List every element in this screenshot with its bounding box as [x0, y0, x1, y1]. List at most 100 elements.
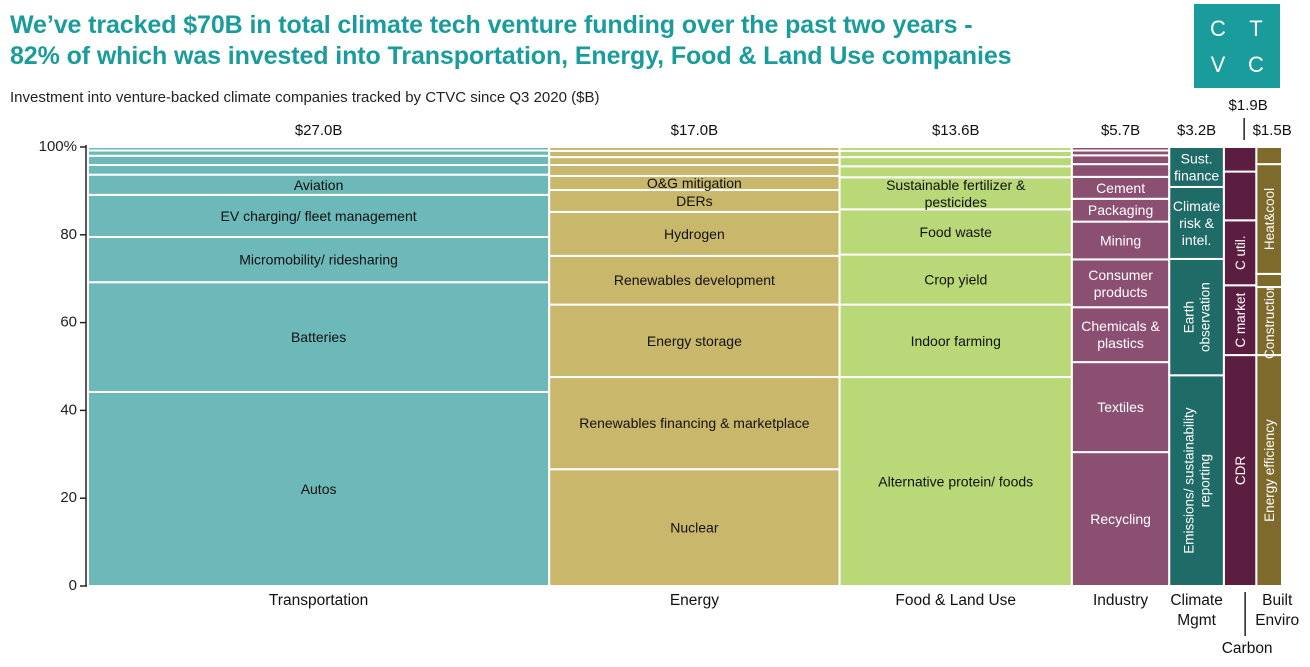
y-tick-label: 0	[69, 577, 77, 594]
mekko-segment	[548, 376, 841, 471]
segment-label: EV charging/ fleet management	[221, 208, 417, 224]
mekko-segment	[548, 156, 841, 166]
segment-label: Heat&cool	[1262, 188, 1277, 250]
logo-letter-c2: C	[1248, 52, 1264, 77]
mekko-segment	[87, 163, 551, 176]
mekko-segment	[838, 303, 1073, 379]
segment-label: O&G mitigation	[647, 175, 742, 191]
mekko-segment	[838, 156, 1073, 168]
y-tick-label: 100%	[39, 138, 77, 155]
mekko-segment	[1255, 163, 1284, 275]
title-line-1: We’ve tracked $70B in total climate tech…	[10, 11, 973, 39]
mekko-segment	[838, 376, 1073, 588]
y-tick-label: 40	[60, 401, 77, 418]
mekko-segment	[1070, 146, 1171, 152]
mekko-segment	[1070, 220, 1171, 261]
mekko-segment	[1070, 154, 1171, 166]
ctvc-logo: C T V C	[1194, 4, 1280, 88]
mekko-segment	[1255, 286, 1284, 357]
mekko-segment	[548, 303, 841, 379]
mekko-segment	[1222, 284, 1258, 357]
mekko-segment	[1255, 146, 1284, 166]
segment-label: Emissions/ sustainabilityreporting	[1182, 407, 1213, 554]
column-total-label: $13.6B	[932, 122, 980, 139]
mekko-segment	[548, 468, 841, 588]
mekko-segment	[1255, 272, 1284, 289]
category-label: Transportation	[269, 592, 368, 609]
mekko-segment	[1222, 170, 1258, 222]
segment-label: Consumer products	[1088, 267, 1153, 300]
mekko-segment	[1070, 451, 1171, 588]
segment-label: Sustainable fertilizer & pesticides	[886, 177, 1026, 210]
segment-label: C market	[1233, 293, 1248, 348]
column-total-label: $27.0B	[295, 122, 343, 139]
segment-label: Renewables financing & marketplace	[579, 415, 810, 431]
category-label: Built	[1262, 592, 1293, 609]
mekko-segment	[1255, 354, 1284, 587]
chart-subtitle: Investment into venture-backed climate c…	[10, 89, 600, 106]
segment-label: Crop yield	[924, 272, 987, 288]
segment-label: Mining	[1100, 233, 1141, 249]
mekko-segment	[1168, 257, 1225, 377]
segment-label: C util.	[1233, 236, 1248, 271]
segment-label: Energy storage	[647, 333, 742, 349]
y-tick-label: 80	[60, 226, 77, 243]
segment-label: Recycling	[1090, 511, 1151, 527]
mekko-segment	[87, 146, 551, 152]
segment-label: Renewables development	[614, 272, 775, 288]
segment-label: Batteries	[291, 329, 346, 345]
category-label: Food & Land Use	[895, 592, 1016, 609]
mekko-segment	[548, 163, 841, 177]
segment-label: Alternative protein/ foods	[878, 474, 1033, 490]
category-label: Enviro	[1255, 612, 1299, 629]
segment-label: CDR	[1233, 456, 1248, 485]
mekko-segment	[548, 146, 841, 152]
mekko-segment	[1222, 219, 1258, 287]
page-title: We’ve tracked $70B in total climate tech…	[10, 10, 1012, 72]
segment-label: Indoor farming	[911, 333, 1001, 349]
segment-label: Earthobservation	[1182, 282, 1213, 352]
category-label: Climate	[1170, 592, 1223, 609]
column-total-label: $3.2B	[1177, 122, 1216, 139]
y-tick-label: 20	[60, 489, 77, 506]
segment-label: Autos	[301, 481, 337, 497]
title-line-2: 82% of which was invested into Transport…	[10, 42, 1012, 70]
segment-label: Energy efficiency	[1262, 419, 1277, 522]
category-label: Industry	[1093, 592, 1148, 609]
segment-label: DERs	[676, 193, 713, 209]
segment-label: Aviation	[294, 177, 344, 193]
segment-label: Sust. finance	[1174, 150, 1219, 183]
mekko-segment	[1070, 306, 1171, 364]
mekko-segment	[1168, 146, 1225, 188]
logo-letter-v: V	[1210, 52, 1226, 77]
mekko-segment	[87, 154, 551, 166]
column-total-label: $17.0B	[671, 122, 719, 139]
category-label: Mgmt	[1177, 612, 1216, 629]
mekko-segment	[838, 165, 1073, 179]
segment-label: Textiles	[1097, 399, 1144, 415]
column-total-label: $5.7B	[1101, 122, 1140, 139]
mekko-segment	[87, 193, 551, 238]
segment-label: Micromobility/ ridesharing	[239, 252, 398, 268]
segment-label: Nuclear	[670, 520, 719, 536]
mekko-segment	[1070, 163, 1171, 178]
mekko-segment	[838, 176, 1073, 211]
logo-letter-c1: C	[1210, 16, 1226, 41]
segment-label: Climate risk & intel.	[1173, 198, 1221, 248]
column-total-label: $1.5B	[1253, 122, 1292, 139]
category-label: Carbon	[1222, 640, 1273, 657]
column-total-label: $1.9B	[1229, 97, 1268, 114]
segment-label: Packaging	[1088, 202, 1153, 218]
mekko-segment	[1070, 361, 1171, 454]
y-tick-label: 60	[60, 314, 77, 331]
segment-label: Hydrogen	[664, 226, 725, 242]
category-label: Energy	[670, 592, 719, 609]
segment-label: Cement	[1096, 180, 1145, 196]
mekko-segment	[838, 146, 1073, 152]
mekko-segment	[1222, 146, 1258, 173]
segment-label: Food waste	[920, 224, 993, 240]
segment-label: Construction	[1262, 283, 1277, 359]
logo-letter-t: T	[1249, 16, 1263, 41]
segment-label: Chemicals & plastics	[1081, 318, 1160, 351]
